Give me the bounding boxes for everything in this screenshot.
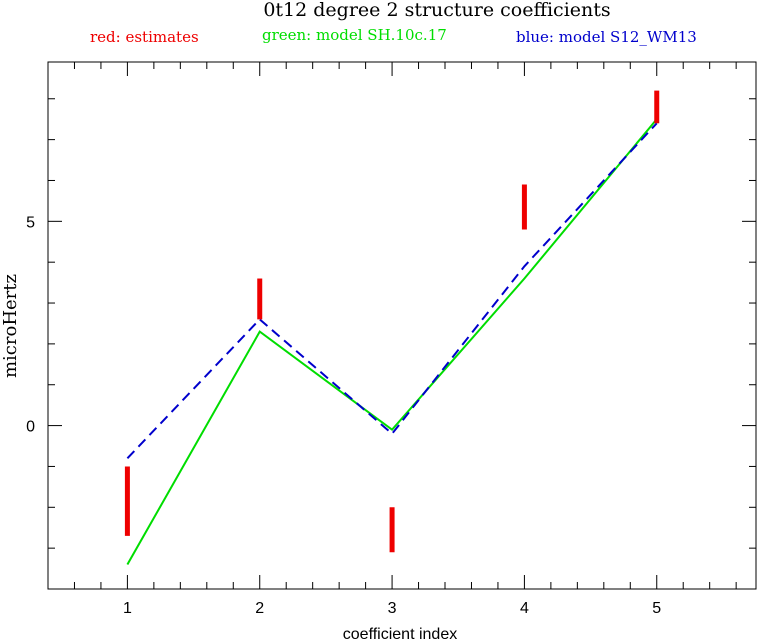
legend-model-sh10c17: green: model SH.10c.17 xyxy=(262,26,447,44)
x-tick-label: 5 xyxy=(652,600,661,617)
legend-model-s12wm13: blue: model S12_WM13 xyxy=(516,28,697,46)
estimates-layer xyxy=(124,90,660,553)
x-axis-label: coefficient index xyxy=(343,626,457,641)
x-tick-label: 4 xyxy=(520,600,529,617)
chart-title: 0t12 degree 2 structure coefficients xyxy=(263,0,610,21)
y-tick-label: 0 xyxy=(26,419,35,436)
y-axis-label: microHertz xyxy=(0,274,21,378)
series-line xyxy=(126,122,658,459)
x-tick-label: 3 xyxy=(388,600,397,617)
series-line xyxy=(126,118,658,565)
legend-estimates: red: estimates xyxy=(90,28,199,46)
series-layer xyxy=(126,118,658,565)
plot-frame xyxy=(47,61,757,590)
x-tick-label: 1 xyxy=(123,600,132,617)
tick-labels: 1 2 3 4 5 0 5 xyxy=(26,214,661,617)
axis-ticks xyxy=(47,62,756,590)
x-tick-label: 2 xyxy=(255,600,264,617)
y-tick-label: 5 xyxy=(26,214,35,231)
